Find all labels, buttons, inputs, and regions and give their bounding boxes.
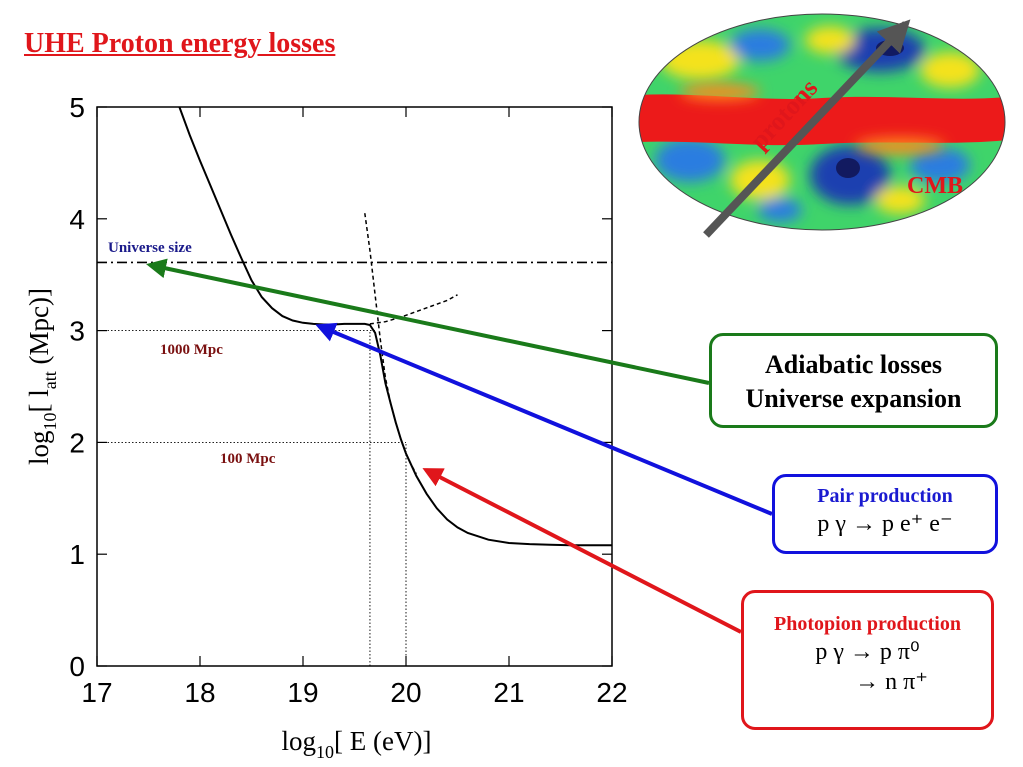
y-tick-label: 1 [69, 539, 85, 570]
x-tick-label: 22 [596, 677, 627, 708]
y-tick-label: 5 [69, 92, 85, 123]
y-tick-label: 3 [69, 316, 85, 347]
y-tick-label: 0 [69, 651, 85, 682]
y-tick-label: 2 [69, 427, 85, 458]
attenuation-curve [178, 106, 612, 547]
component-curve-2 [369, 294, 458, 325]
pair-production-arrow [315, 322, 773, 516]
x-tick-label: 18 [184, 677, 215, 708]
reference-label-0: Universe size [108, 240, 192, 256]
adiabatic-losses-box: Adiabatic losses Universe expansion [709, 333, 998, 428]
x-tick-label: 21 [493, 677, 524, 708]
cmb-sky-map: protons CMB [638, 13, 1006, 238]
photopion-arrow [422, 468, 742, 634]
y-tick-label: 4 [69, 204, 85, 235]
cmb-label: CMB [907, 173, 963, 199]
slide-title: UHE Proton energy losses [24, 28, 336, 59]
photopion-production-box: Photopion production p γ → p π⁰ → n π⁺ [741, 590, 994, 730]
pair-production-formula: p γ → p e⁺ e⁻ [817, 511, 953, 537]
y-axis-label: log10[ latt (Mpc)] [24, 288, 60, 465]
photopion-heading: Photopion production [774, 613, 961, 635]
photopion-formula-1: p γ → p π⁰ [815, 639, 920, 665]
plot-frame [96, 106, 613, 667]
component-curve-1 [364, 213, 417, 475]
x-tick-label: 17 [81, 677, 112, 708]
reference-label-1: 1000 Mpc [160, 342, 223, 358]
pair-production-heading: Pair production [817, 485, 953, 507]
x-tick-label: 19 [287, 677, 318, 708]
photopion-formula-2: → n π⁺ [855, 669, 928, 695]
x-axis-label: log10[ E (eV)] [282, 726, 432, 762]
x-tick-label: 20 [390, 677, 421, 708]
pair-production-box: Pair production p γ → p e⁺ e⁻ [772, 474, 998, 554]
adiabatic-line2: Universe expansion [745, 384, 962, 413]
adiabatic-arrow [146, 258, 710, 385]
reference-label-2: 100 Mpc [220, 451, 276, 467]
plot-area: 17 18 19 20 21 22 0 1 2 3 4 5 log10[ E (eV)] log10[ l… [24, 92, 628, 762]
adiabatic-line1: Adiabatic losses [765, 350, 942, 379]
